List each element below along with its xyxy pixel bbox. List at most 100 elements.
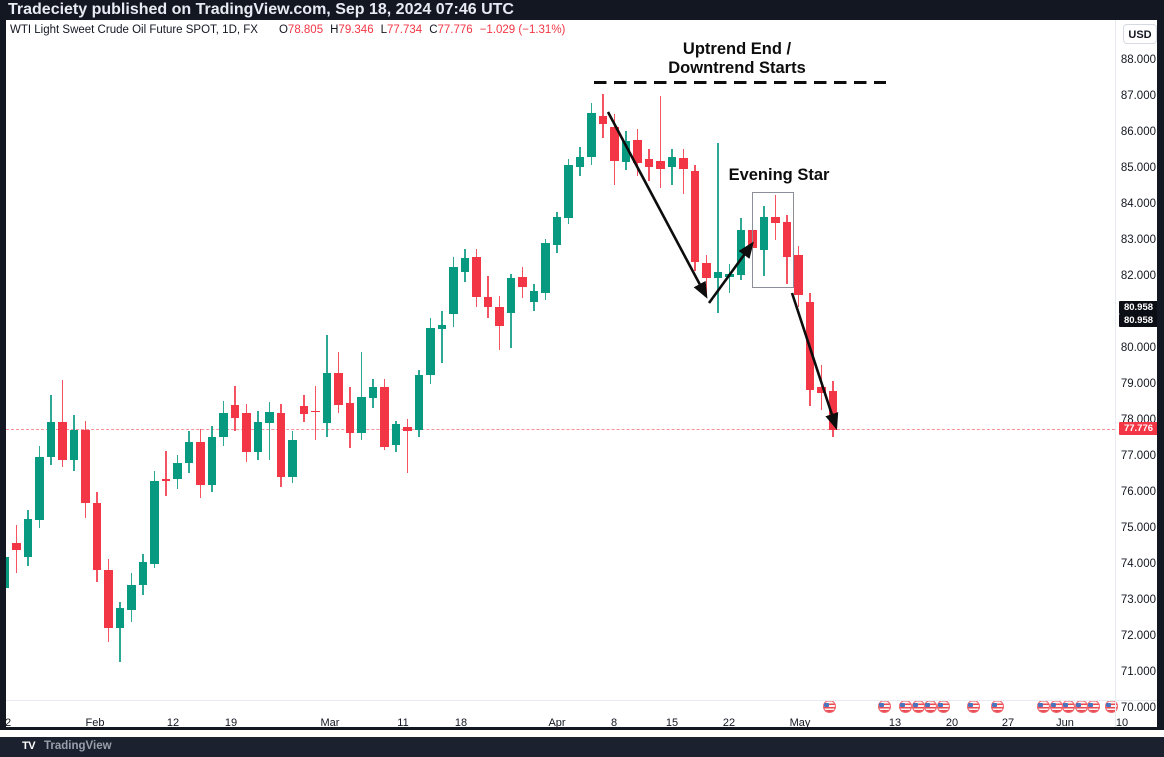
candle [150, 480, 159, 564]
candle [644, 159, 654, 167]
candle [460, 258, 470, 273]
candle [621, 141, 631, 162]
time-axis-label: 19 [224, 717, 238, 729]
last-price-badge: 77.776 [1119, 422, 1158, 435]
candle [115, 607, 125, 628]
candle [598, 116, 608, 125]
time-axis-label: 22 [722, 717, 736, 729]
time-axis-label: Mar [320, 717, 340, 729]
ohlc-label: C [429, 24, 438, 36]
us-flag-icon[interactable] [966, 700, 980, 713]
us-flag-icon[interactable] [936, 700, 950, 713]
candle [472, 257, 481, 297]
chart-plot-area[interactable] [6, 20, 1115, 700]
price-axis-label: 74.000 [1120, 558, 1156, 571]
us-flag-icon[interactable] [877, 700, 891, 713]
us-flag-icon[interactable] [1086, 700, 1100, 713]
candle [161, 478, 171, 481]
price-axis-label: 84.000 [1120, 198, 1156, 211]
candle [782, 222, 792, 257]
resistance-dashed-line [594, 81, 886, 85]
candle [69, 430, 79, 461]
candle [564, 164, 573, 219]
candle [368, 387, 378, 399]
candle-wick [441, 310, 443, 363]
candle [276, 412, 286, 477]
ohlc-label: L [380, 24, 388, 36]
price-axis-label: 72.000 [1120, 630, 1156, 643]
us-flag-icon[interactable] [1036, 700, 1050, 713]
candle [230, 405, 240, 418]
us-flag-icon[interactable] [822, 700, 836, 713]
time-axis-separator [6, 700, 1157, 701]
evening-star-box [752, 192, 794, 288]
price-axis-label: 80.000 [1120, 342, 1156, 355]
candle-wick [602, 93, 604, 138]
candle-wick [728, 263, 731, 293]
candle-wick [119, 602, 121, 662]
frame-bottom-edge [0, 727, 1164, 730]
candle [575, 156, 585, 167]
time-axis-label: 2 [4, 717, 12, 729]
tradingview-logo-icon[interactable]: TV [22, 740, 36, 752]
candle-wick [717, 142, 719, 314]
us-flag-icon[interactable] [898, 700, 912, 713]
time-axis-label: 15 [665, 717, 679, 729]
us-flag-icon[interactable] [911, 700, 925, 713]
time-axis-label: 10 [1115, 717, 1129, 729]
time-axis-label: 11 [397, 717, 409, 729]
annotation-line1: Uptrend End / [682, 40, 792, 58]
us-flag-icon[interactable] [923, 700, 937, 713]
candle [725, 274, 734, 278]
candle [81, 430, 90, 503]
last-price-line [6, 428, 1115, 430]
price-axis-label: 79.000 [1120, 378, 1156, 391]
candle [437, 325, 447, 329]
us-flag-icon[interactable] [1104, 700, 1118, 713]
candle [219, 412, 228, 437]
us-flag-icon[interactable] [1049, 700, 1063, 713]
candle [610, 127, 619, 162]
candle [483, 297, 493, 308]
candle [736, 230, 746, 275]
change-value: −1.029 (−1.31%) [479, 24, 566, 36]
price-axis-label: 87.000 [1120, 90, 1156, 103]
ohlc-values: O78.805 H79.346 L77.734 C77.776 [272, 24, 473, 36]
candle [828, 390, 838, 430]
candle [127, 584, 136, 610]
candle [104, 569, 113, 628]
candle [414, 375, 424, 431]
currency-toggle-button[interactable]: USD [1123, 24, 1157, 44]
footer-bar: TV TradingView [0, 737, 1164, 757]
candle [529, 290, 539, 302]
time-axis-label: 13 [888, 717, 902, 729]
candle [207, 437, 217, 485]
candle [449, 267, 458, 315]
price-axis-label: 82.000 [1120, 270, 1156, 283]
candle [552, 217, 562, 246]
us-flag-icon[interactable] [1061, 700, 1075, 713]
candle [265, 411, 274, 423]
uptrend-end-annotation: Uptrend End / Downtrend Starts [587, 40, 887, 78]
candle [587, 113, 596, 157]
candle [702, 262, 711, 278]
candle [173, 462, 182, 480]
ohlc-label: O [278, 24, 288, 36]
time-axis-label: 20 [945, 717, 959, 729]
us-flag-icon[interactable] [990, 700, 1004, 713]
candle [426, 327, 435, 376]
candle [35, 456, 44, 521]
price-axis-separator [1115, 20, 1116, 727]
candle [253, 421, 263, 453]
candle [380, 387, 389, 448]
candle [817, 387, 826, 393]
publish-bar: Tradeciety published on TradingView.com,… [0, 0, 1164, 20]
candle [794, 254, 803, 295]
price-axis-label: 85.000 [1120, 162, 1156, 175]
price-axis-label: 73.000 [1120, 594, 1156, 607]
candle [196, 442, 205, 485]
us-flag-icon[interactable] [1074, 700, 1088, 713]
ohlc-label: H [330, 24, 339, 36]
tradingview-wordmark[interactable]: TradingView [44, 740, 112, 752]
